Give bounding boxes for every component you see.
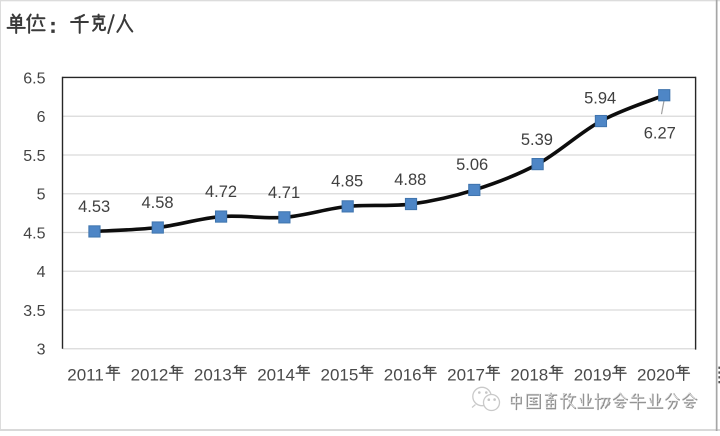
svg-text:6.27: 6.27 <box>644 124 676 142</box>
svg-text:2014: 2014 <box>257 366 295 385</box>
svg-text:2019: 2019 <box>574 366 612 385</box>
svg-text:5.39: 5.39 <box>521 131 553 149</box>
svg-text:4.71: 4.71 <box>268 184 300 202</box>
svg-text:5: 5 <box>37 187 46 204</box>
svg-text:2015: 2015 <box>321 366 359 385</box>
svg-text:5.5: 5.5 <box>23 148 45 165</box>
svg-text:5.94: 5.94 <box>584 90 616 108</box>
svg-text:2017: 2017 <box>447 366 485 385</box>
svg-text:2018: 2018 <box>510 366 548 385</box>
svg-text:3.5: 3.5 <box>23 303 45 320</box>
svg-text:5.06: 5.06 <box>456 156 488 174</box>
svg-text:6: 6 <box>37 109 46 126</box>
svg-text:2013: 2013 <box>194 366 232 385</box>
svg-text:2016: 2016 <box>384 366 422 385</box>
svg-text:2020: 2020 <box>637 366 675 385</box>
svg-text:4.85: 4.85 <box>331 173 363 191</box>
svg-text:2012: 2012 <box>131 366 169 385</box>
svg-text:4.72: 4.72 <box>205 183 237 201</box>
svg-text:6.5: 6.5 <box>23 70 45 87</box>
svg-text:2011: 2011 <box>67 366 104 385</box>
svg-text:4.5: 4.5 <box>23 225 45 242</box>
svg-text:4.58: 4.58 <box>141 194 173 212</box>
svg-text:4.88: 4.88 <box>394 171 426 189</box>
svg-text:4.53: 4.53 <box>78 198 110 216</box>
svg-text:4: 4 <box>37 264 46 281</box>
svg-text:3: 3 <box>37 342 46 359</box>
